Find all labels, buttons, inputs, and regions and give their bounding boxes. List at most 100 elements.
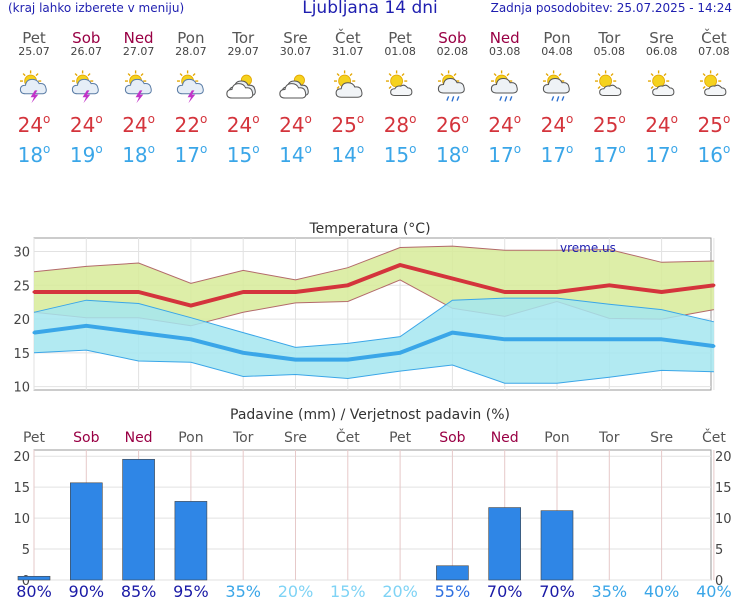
min-temperature-line-point <box>398 351 402 355</box>
forecast-day: Čet 07.08 25o 16o <box>688 30 740 167</box>
day-date: 03.08 <box>488 45 521 58</box>
precipitation-bar <box>70 482 103 581</box>
y-tick-label-left: 5 <box>22 543 30 558</box>
forecast-day: Ned 03.08 24o 17o <box>479 30 531 167</box>
min-temperature: 17o <box>592 142 626 167</box>
rain-probability-label: 90% <box>69 582 105 600</box>
sun-thunderstorm-icon <box>66 70 106 104</box>
max-temperature-line-point <box>398 263 402 267</box>
x-tick-label: Pet <box>389 430 412 446</box>
min-temperature-line-point <box>503 337 507 341</box>
max-temperature-range-band-upper-edge <box>33 245 714 284</box>
forecast-day: Pet 01.08 28o 15o <box>374 30 426 167</box>
precipitation-bar <box>174 501 208 581</box>
max-temperature: 26o <box>435 112 469 137</box>
page-title: Ljubljana 14 dni <box>302 0 438 18</box>
x-tick-label: Ned <box>125 430 153 446</box>
max-temperature-line-point <box>137 290 141 294</box>
max-temperature-line <box>34 263 715 308</box>
x-tick-label: Tor <box>598 430 620 446</box>
partly-sunny-icon <box>380 70 420 104</box>
region-menu-note[interactable]: (kraj lahko izberete v meniju) <box>8 1 185 15</box>
sun-cloud-icon <box>328 70 368 104</box>
min-temperature: 17o <box>540 142 574 167</box>
x-tick-label: Ned <box>491 430 519 446</box>
day-name: Sre <box>283 29 308 47</box>
y-tick-label: 30 <box>13 246 30 261</box>
forecast-day: Tor 29.07 24o 15o <box>217 30 269 167</box>
max-temperature: 25o <box>331 112 365 137</box>
min-temperature-range-band-upper-edge <box>33 297 715 348</box>
max-temperature-line-point <box>660 290 664 294</box>
rain-probability-label: 40% <box>696 582 732 600</box>
min-temperature-range-band <box>34 298 714 384</box>
day-date: 04.08 <box>541 45 573 58</box>
rain-probability-label: 35% <box>225 582 261 600</box>
partly-sunny-icon <box>694 70 734 104</box>
sun-rain-icon <box>537 70 577 104</box>
x-tick-label: Pon <box>178 430 203 446</box>
min-temperature: 18o <box>435 142 469 167</box>
partly-sunny-icon <box>589 70 629 104</box>
day-date: 26.07 <box>70 45 103 58</box>
x-tick-label: Pet <box>23 430 46 446</box>
min-temperature-line-point <box>84 324 88 328</box>
partly-sunny-icon <box>642 70 682 104</box>
min-temperature-line-point <box>660 337 664 341</box>
day-name: Ned <box>123 29 154 47</box>
day-name: Čet <box>335 29 361 47</box>
cloudy-icon <box>276 70 316 104</box>
forecast-day: Pet 25.07 24o 18o <box>8 30 60 167</box>
min-temperature-line-point <box>137 331 141 335</box>
day-name: Sre <box>649 29 674 47</box>
day-date: 05.08 <box>593 45 626 58</box>
precipitation-bar <box>488 507 522 581</box>
y-tick-label: 25 <box>13 279 30 294</box>
min-temperature-line-point <box>32 331 36 335</box>
rain-probability-label: 55% <box>435 582 471 600</box>
max-temperature: 22o <box>174 112 208 137</box>
day-date: 07.08 <box>698 45 730 58</box>
y-tick-label: 10 <box>13 381 30 396</box>
rain-probability-label: 20% <box>278 582 314 600</box>
y-tick-label-right: 5 <box>715 543 723 558</box>
min-temperature-range-band-lower-edge <box>33 349 714 384</box>
forecast-day: Pon 04.08 24o 17o <box>531 29 583 167</box>
max-temperature: 24o <box>122 112 155 137</box>
max-temperature-line-point <box>84 290 88 294</box>
max-temperature: 24o <box>645 112 678 137</box>
y-tick-label-right: 15 <box>715 481 732 496</box>
precipitation-bar <box>17 575 51 581</box>
last-update: Zadnja posodobitev: 25.07.2025 - 14:24 <box>490 1 732 15</box>
min-temperature-line-point <box>450 331 454 335</box>
rain-probability-label: 70% <box>487 582 523 600</box>
max-temperature-line-point <box>555 290 559 294</box>
day-date: 27.07 <box>122 45 155 58</box>
min-temperature-line-point <box>189 337 193 341</box>
y-tick-label-right: 10 <box>715 512 732 527</box>
rain-probability-label: 35% <box>592 582 628 600</box>
watermark: vreme.us <box>560 241 616 255</box>
min-temperature-line-point <box>294 358 297 362</box>
y-tick-label-left: 20 <box>13 450 30 465</box>
max-temperature: 24o <box>69 112 103 137</box>
day-date: 02.08 <box>436 45 469 58</box>
y-tick-label-right: 0 <box>715 574 723 589</box>
rain-probability-label: 80% <box>16 582 52 600</box>
day-date: 01.08 <box>384 45 416 58</box>
day-date: 29.07 <box>227 45 259 58</box>
cloudy-icon <box>223 70 263 104</box>
day-name: Pon <box>543 29 571 47</box>
max-temperature: 24o <box>540 112 574 137</box>
sun-thunderstorm-icon <box>14 70 54 104</box>
precipitation-chart-title: Padavine (mm) / Verjetnost padavin (%) <box>230 407 510 423</box>
y-tick-label-left: 0 <box>22 574 30 589</box>
min-temperature-line-point <box>607 337 611 341</box>
y-tick-label-right: 20 <box>715 450 732 465</box>
max-temperature-line-point <box>503 290 507 294</box>
sun-rain-icon <box>485 70 525 104</box>
y-tick-label-left: 10 <box>13 512 30 527</box>
x-tick-label: Tor <box>232 430 254 446</box>
day-date: 28.07 <box>175 45 207 58</box>
rain-probability-label: 95% <box>173 582 209 600</box>
